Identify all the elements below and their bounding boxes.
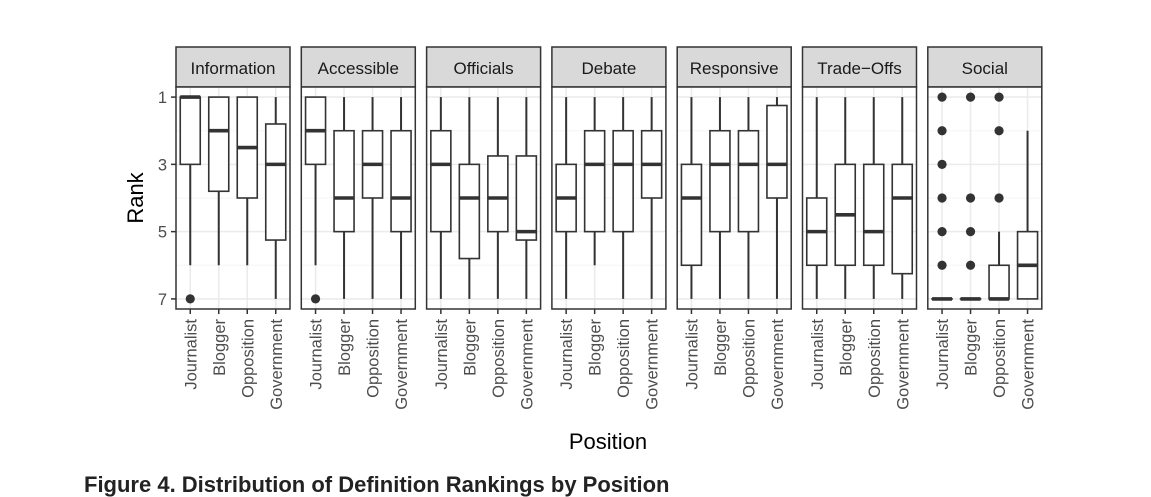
x-tick-label: Opposition — [615, 319, 633, 398]
x-tick-label: Blogger — [461, 318, 479, 375]
box-iqr — [710, 131, 730, 232]
x-tick-label: Blogger — [336, 318, 354, 375]
x-tick-label: Blogger — [587, 318, 605, 375]
y-tick-label: 1 — [158, 89, 167, 107]
x-tick-label: Government — [1020, 319, 1038, 410]
box-iqr — [180, 97, 200, 164]
x-tick-label: Opposition — [866, 319, 884, 398]
box-iqr — [459, 164, 479, 258]
facet-panel: Responsive Journalist Blogger Opposition Gov… — [677, 47, 791, 410]
box-iqr — [864, 164, 884, 265]
outlier-point — [966, 92, 975, 101]
x-tick-label: Blogger — [837, 318, 855, 375]
facet-strip-label: Debate — [581, 59, 636, 78]
facet-strip-label: Trade−Offs — [817, 59, 902, 78]
boxplot-chart-svg: Information Journalist Blogger Opposition Go… — [0, 0, 1151, 470]
outlier-point — [994, 126, 1003, 135]
x-tick-label: Opposition — [490, 319, 508, 398]
x-tick-label: Government — [518, 319, 536, 410]
facet-panel: Information Journalist Blogger Opposition Go… — [176, 47, 290, 410]
x-tick-label: Government — [644, 319, 662, 410]
outlier-point — [966, 261, 975, 270]
outlier-point — [994, 92, 1003, 101]
facet-strip-label: Information — [190, 59, 275, 78]
box-iqr — [585, 131, 605, 232]
y-axis-title: Rank — [123, 171, 148, 223]
x-tick-label: Government — [894, 319, 912, 410]
x-tick-label: Blogger — [963, 318, 981, 375]
outlier-point — [937, 126, 946, 135]
facet-strip-label: Social — [962, 59, 1008, 78]
box-iqr — [391, 131, 411, 232]
outlier-point — [966, 227, 975, 236]
x-tick-label: Journalist — [683, 319, 701, 390]
x-tick-label: Opposition — [365, 319, 383, 398]
x-tick-label: Journalist — [934, 319, 952, 390]
y-tick-label: 3 — [158, 156, 167, 174]
box-iqr — [488, 156, 508, 232]
outlier-point — [937, 261, 946, 270]
facet-strip-label: Accessible — [318, 59, 399, 78]
figure-caption: Figure 4. Distribution of Definition Ran… — [84, 474, 669, 496]
box-iqr — [767, 106, 787, 199]
x-tick-label: Blogger — [211, 318, 229, 375]
box-iqr — [892, 164, 912, 273]
x-tick-label: Government — [268, 319, 286, 410]
box-iqr — [613, 131, 633, 232]
y-tick-label: 7 — [158, 291, 167, 309]
x-tick-label: Journalist — [433, 319, 451, 390]
x-tick-label: Journalist — [809, 319, 827, 390]
box-iqr — [266, 124, 286, 240]
x-tick-label: Journalist — [182, 319, 200, 390]
x-tick-label: Government — [393, 319, 411, 410]
x-tick-label: Opposition — [740, 319, 758, 398]
y-tick-label: 5 — [158, 224, 167, 242]
facet-panel: Debate Journalist Blogger Opposition Governm… — [552, 47, 666, 410]
outlier-point — [966, 193, 975, 202]
facet-panel: Officials Journalist Blogger Opposition Gove… — [427, 47, 541, 410]
box-iqr — [516, 156, 536, 240]
facet-panel: Social Journalist Blogger Opposition Governm… — [928, 47, 1042, 410]
box-iqr — [431, 131, 451, 232]
facet-strip-label: Officials — [454, 59, 514, 78]
x-tick-label: Journalist — [558, 319, 576, 390]
facet-strip-label: Responsive — [690, 59, 779, 78]
x-tick-label: Journalist — [308, 319, 326, 390]
outlier-point — [937, 193, 946, 202]
outlier-point — [994, 193, 1003, 202]
box-iqr — [334, 131, 354, 232]
outlier-point — [186, 294, 195, 303]
box-iqr — [209, 97, 229, 191]
x-tick-label: Blogger — [712, 318, 730, 375]
chart: Information Journalist Blogger Opposition Go… — [0, 0, 1151, 485]
outlier-point — [937, 92, 946, 101]
x-tick-label: Opposition — [239, 319, 257, 398]
box-iqr — [738, 131, 758, 232]
outlier-point — [937, 160, 946, 169]
facet-panel: Accessible Journalist Blogger Opposition Gov… — [301, 47, 415, 410]
x-tick-label: Opposition — [991, 319, 1009, 398]
facet-panel: Trade−Offs Journalist Blogger Opposition Gov… — [803, 47, 917, 410]
x-axis-title: Position — [569, 429, 647, 454]
outlier-point — [937, 227, 946, 236]
box-iqr — [989, 265, 1009, 299]
outlier-point — [311, 294, 320, 303]
x-tick-label: Government — [769, 319, 787, 410]
box-iqr — [681, 164, 701, 265]
